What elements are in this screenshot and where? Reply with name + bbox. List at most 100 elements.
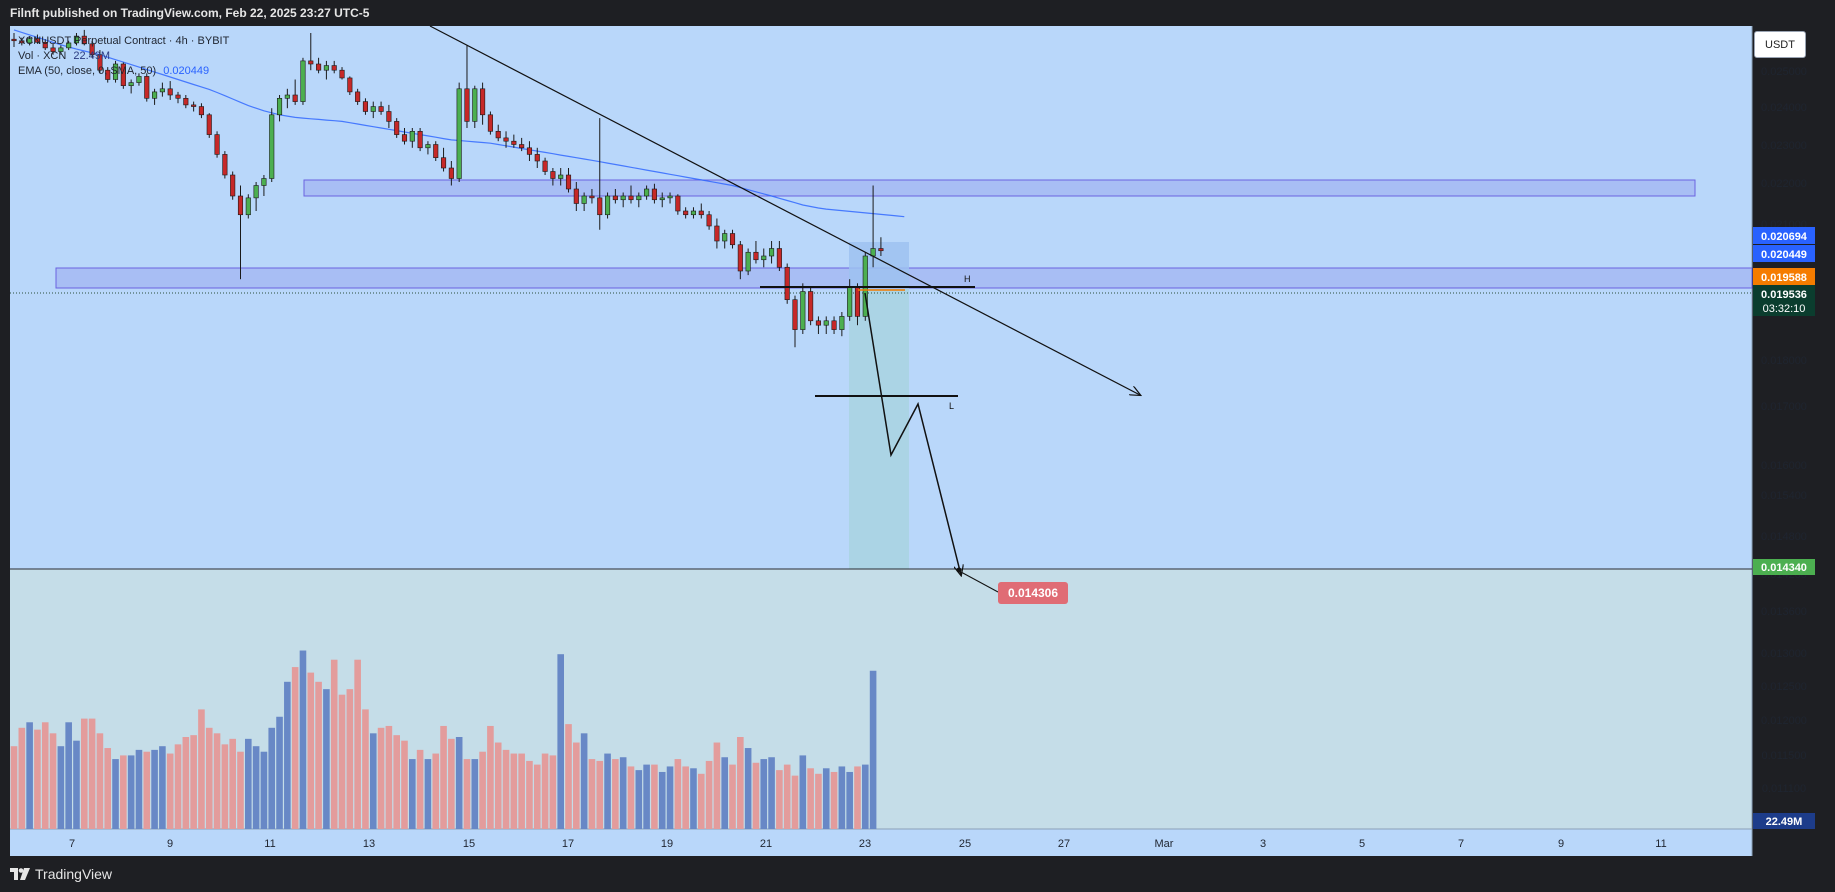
candle-bear <box>50 47 56 52</box>
candle-bear <box>386 111 392 122</box>
candle-bull <box>152 91 158 99</box>
volume-bar-down <box>627 766 635 829</box>
volume-bar-down <box>354 659 361 829</box>
time-tick-label: 27 <box>1058 838 1070 850</box>
price-badges: 0.020694 0.020449 0.019588 0.019536 03:3… <box>1753 227 1815 829</box>
ema-badge-a <box>1753 227 1815 244</box>
candle-bull <box>722 233 728 242</box>
ema-legend-value: 0.020449 <box>163 65 210 77</box>
candle-bear <box>729 233 736 246</box>
candle-bear <box>698 210 704 216</box>
time-tick-label: 3 <box>1260 838 1266 850</box>
volume-bar-up <box>619 757 627 829</box>
volume-bar-down <box>463 759 471 829</box>
publish-info: Filnft published on TradingView.com, Feb… <box>10 6 370 20</box>
volume-bar-up <box>557 654 564 829</box>
volume-bar-down <box>549 755 557 829</box>
volume-bar-down <box>330 659 338 829</box>
target-level-badge <box>1753 559 1815 575</box>
candle-bear <box>597 197 603 216</box>
candle-bull <box>284 94 290 99</box>
candle-bear <box>417 131 423 149</box>
candle-bear <box>89 43 95 55</box>
candle-bull <box>112 63 119 80</box>
volume-bar-up <box>658 771 666 829</box>
volume-bar-up <box>323 689 330 829</box>
volume-bar-down <box>205 727 213 829</box>
volume-bar-up <box>73 740 80 829</box>
level-badge <box>1753 268 1815 285</box>
candle-bear <box>237 195 244 216</box>
candle-bear <box>503 137 509 142</box>
time-tick-label: 11 <box>1655 838 1666 850</box>
volume-bar-down <box>651 764 658 829</box>
projected-path[interactable] <box>864 292 961 575</box>
price-axis[interactable]: 0.0250000.0240000.0230000.0220000.021000… <box>1761 66 1807 795</box>
price-tick-label: 0.015400 <box>1761 490 1807 502</box>
price-tick-label: 0.013000 <box>1761 648 1807 660</box>
price-tick-label: 0.024000 <box>1761 102 1807 114</box>
candle-bull <box>261 178 267 186</box>
candle-bear <box>542 160 548 172</box>
time-axis[interactable]: 7 9 11 13 15 17 19 21 23 25 27 Mar 3 5 7 9 11 <box>69 838 1667 850</box>
symbol-title[interactable]: XCNUSDT Perpetual Contract · 4h · BYBIT <box>18 35 230 47</box>
volume-bar-down <box>393 735 400 829</box>
candle-bear <box>339 69 345 79</box>
time-tick-label: 5 <box>1359 838 1365 850</box>
tradingview-logo-icon <box>10 868 30 880</box>
resistance-zone-upper[interactable] <box>303 179 1696 197</box>
volume-badge <box>1753 813 1815 829</box>
candle-bear <box>714 225 720 242</box>
candle-bull <box>605 195 611 216</box>
projection-box-lower[interactable] <box>849 289 909 569</box>
volume-bar-down <box>104 748 112 829</box>
volume-bar-down <box>674 759 682 829</box>
volume-bar-down <box>49 733 57 829</box>
ema-legend[interactable]: EMA (50, close, 0, SMA, 50) 0.020449 <box>18 64 229 79</box>
candle-bear <box>175 94 181 99</box>
price-tick-label: 0.014800 <box>1761 531 1807 543</box>
volume-bar-up <box>760 759 768 829</box>
volume-bar-down <box>198 709 205 829</box>
volume-legend[interactable]: Vol · XCN 22.49M <box>18 49 229 64</box>
volume-bar-down <box>401 740 408 829</box>
time-tick-label: 7 <box>69 838 75 850</box>
volume-bar-down <box>612 759 619 829</box>
volume-legend-value: 22.49M <box>73 50 111 62</box>
ema-badge-b-text: 0.020449 <box>1761 249 1807 261</box>
volume-bar-down <box>362 709 369 829</box>
candle-bear <box>308 60 314 65</box>
price-tick-label: 0.017000 <box>1761 401 1807 413</box>
volume-bar-down <box>166 753 174 829</box>
volume-bar-down <box>682 766 689 829</box>
currency-button[interactable]: USDT <box>1754 31 1806 58</box>
candle-bull <box>253 185 259 199</box>
volume-bar-down <box>713 742 721 829</box>
candle-bull <box>136 76 142 83</box>
volume-bar-down <box>541 753 549 829</box>
candle-bear <box>519 144 525 149</box>
volume-bar-up <box>666 766 674 829</box>
level-badge-text: 0.019588 <box>1761 272 1807 284</box>
descending-trendline[interactable] <box>429 25 1140 395</box>
volume-bar-down <box>18 727 26 829</box>
price-tick-label: 0.013600 <box>1761 606 1807 618</box>
volume-bar-down <box>479 751 486 829</box>
price-tick-label: 0.016000 <box>1761 460 1807 472</box>
candle-bear <box>464 88 470 122</box>
candle-bull <box>847 287 853 317</box>
volume-bar-down <box>416 749 424 829</box>
candle-bull <box>323 65 329 71</box>
volume-bar-up <box>721 757 729 829</box>
candle-bear <box>394 121 400 135</box>
volume-bar-up <box>768 757 775 829</box>
volume-bar-down <box>143 751 151 829</box>
tradingview-logo[interactable]: TradingView <box>10 866 112 882</box>
target-badge[interactable] <box>998 582 1068 604</box>
volume-bar-down <box>494 742 502 829</box>
volume-bar-down <box>697 773 705 829</box>
volume-bar-down <box>10 746 18 829</box>
candle-bear <box>675 195 681 212</box>
volume-bar-down <box>565 724 572 829</box>
